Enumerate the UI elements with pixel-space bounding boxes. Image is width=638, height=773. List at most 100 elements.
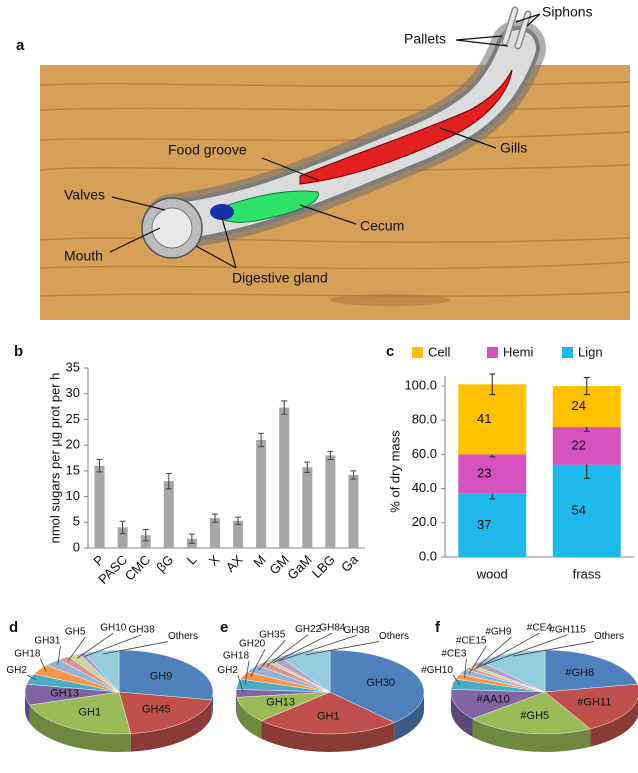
pie-slice xyxy=(118,691,212,734)
legend-label: Cell xyxy=(428,344,451,359)
bar-segment xyxy=(552,464,621,557)
slice-label: GH2 xyxy=(6,665,27,676)
y-tick-label: 100.0 xyxy=(404,377,437,392)
pie-side xyxy=(236,692,237,716)
leader xyxy=(111,196,166,211)
leader-line xyxy=(40,658,47,672)
leader-line xyxy=(468,645,487,674)
x-tick-label: LBG xyxy=(309,552,338,581)
leader-line xyxy=(464,658,467,678)
value-label: 23 xyxy=(477,466,491,481)
slice-label: GH9 xyxy=(150,670,173,682)
leader-line xyxy=(305,641,380,656)
slice-label: GH5 xyxy=(65,627,86,638)
legend-swatch xyxy=(487,347,498,358)
pie-side xyxy=(29,704,131,753)
y-tick-label: 30 xyxy=(66,385,80,400)
slice-label: Others xyxy=(168,631,198,642)
slice-label: #CE15 xyxy=(456,635,487,646)
grain xyxy=(39,105,631,111)
leader xyxy=(261,157,319,181)
bar-segment xyxy=(552,427,621,465)
leader-line xyxy=(513,641,595,657)
pie-slice xyxy=(544,683,638,730)
bar-segment xyxy=(458,454,527,494)
pie-slice xyxy=(279,649,331,693)
leader-line xyxy=(250,648,266,677)
grain xyxy=(39,237,631,243)
slice-label: #GH10 xyxy=(421,665,453,676)
pie-side xyxy=(590,697,638,747)
y-tick-label: 35 xyxy=(66,359,80,374)
x-tick-label: wood xyxy=(476,566,508,581)
bar xyxy=(233,520,244,548)
leader-line xyxy=(476,632,540,669)
leader xyxy=(455,35,509,47)
slice-label: GH13 xyxy=(266,696,295,708)
legend-swatch xyxy=(562,347,573,358)
leader-line xyxy=(473,636,512,671)
slice-label: #GH11 xyxy=(577,696,611,708)
slice-label: GH38 xyxy=(343,625,370,636)
leader xyxy=(109,227,161,253)
y-tick-label: 10 xyxy=(66,488,80,503)
pie-side xyxy=(236,697,262,739)
pie-slice xyxy=(260,691,395,735)
slice-label: #CE4 xyxy=(527,623,552,634)
value-label: 54 xyxy=(572,502,586,517)
slice-label: GH45 xyxy=(142,704,171,716)
leader-line xyxy=(244,660,250,685)
leader-line xyxy=(102,641,169,655)
slice-label: GH1 xyxy=(317,710,340,722)
slice-label: #CE3 xyxy=(441,648,466,659)
x-tick-label: GaM xyxy=(284,552,315,583)
slice-label: Others xyxy=(594,631,624,642)
grain xyxy=(39,261,631,270)
leader-line xyxy=(237,674,244,694)
pie-slice xyxy=(472,691,591,735)
pie-side xyxy=(472,718,591,752)
y-tick-label: 0 xyxy=(73,539,80,554)
slice-label: GH18 xyxy=(14,648,41,659)
x-tick-label: frass xyxy=(573,566,602,581)
legend-swatch xyxy=(412,347,423,358)
legend-label: Lign xyxy=(578,344,603,359)
slice-label: GH35 xyxy=(259,630,286,641)
pie-slice xyxy=(329,649,425,723)
value-label: 24 xyxy=(572,398,586,413)
label: Cecum xyxy=(360,218,404,234)
x-tick-label: L xyxy=(184,552,200,568)
leader xyxy=(439,127,497,149)
pie-side xyxy=(394,692,424,741)
slice-label: GH20 xyxy=(239,639,266,650)
illustration: a Siphons Pallets Gills Food groove Valv… xyxy=(16,4,631,320)
grain xyxy=(39,131,631,141)
mouth-shape xyxy=(151,207,193,249)
slice-label: #GH9 xyxy=(485,627,512,638)
pie-side xyxy=(211,692,213,718)
bar xyxy=(209,518,220,548)
bar-segment xyxy=(458,493,527,557)
y-tick-label: 20 xyxy=(66,437,80,452)
leader-line xyxy=(57,645,61,665)
legend-label: Hemi xyxy=(503,344,533,359)
leader-line xyxy=(452,674,461,685)
slice-label: GH30 xyxy=(366,677,395,689)
pie-side xyxy=(130,699,212,752)
leader-line xyxy=(272,632,333,664)
panel-label: d xyxy=(9,619,18,636)
leader-line xyxy=(481,634,568,666)
label: Gills xyxy=(500,140,527,156)
bar xyxy=(279,407,290,548)
x-tick-label: CMC xyxy=(122,552,154,584)
slice-label: #GH5 xyxy=(520,710,549,722)
cecum-shape xyxy=(214,190,319,223)
value-label: 22 xyxy=(572,437,586,452)
bar xyxy=(163,481,174,548)
leader xyxy=(299,204,357,225)
pie-slice xyxy=(544,649,638,693)
slice-label: GH38 xyxy=(129,624,156,635)
bar xyxy=(140,535,151,548)
slice-label: GH1 xyxy=(78,706,101,718)
